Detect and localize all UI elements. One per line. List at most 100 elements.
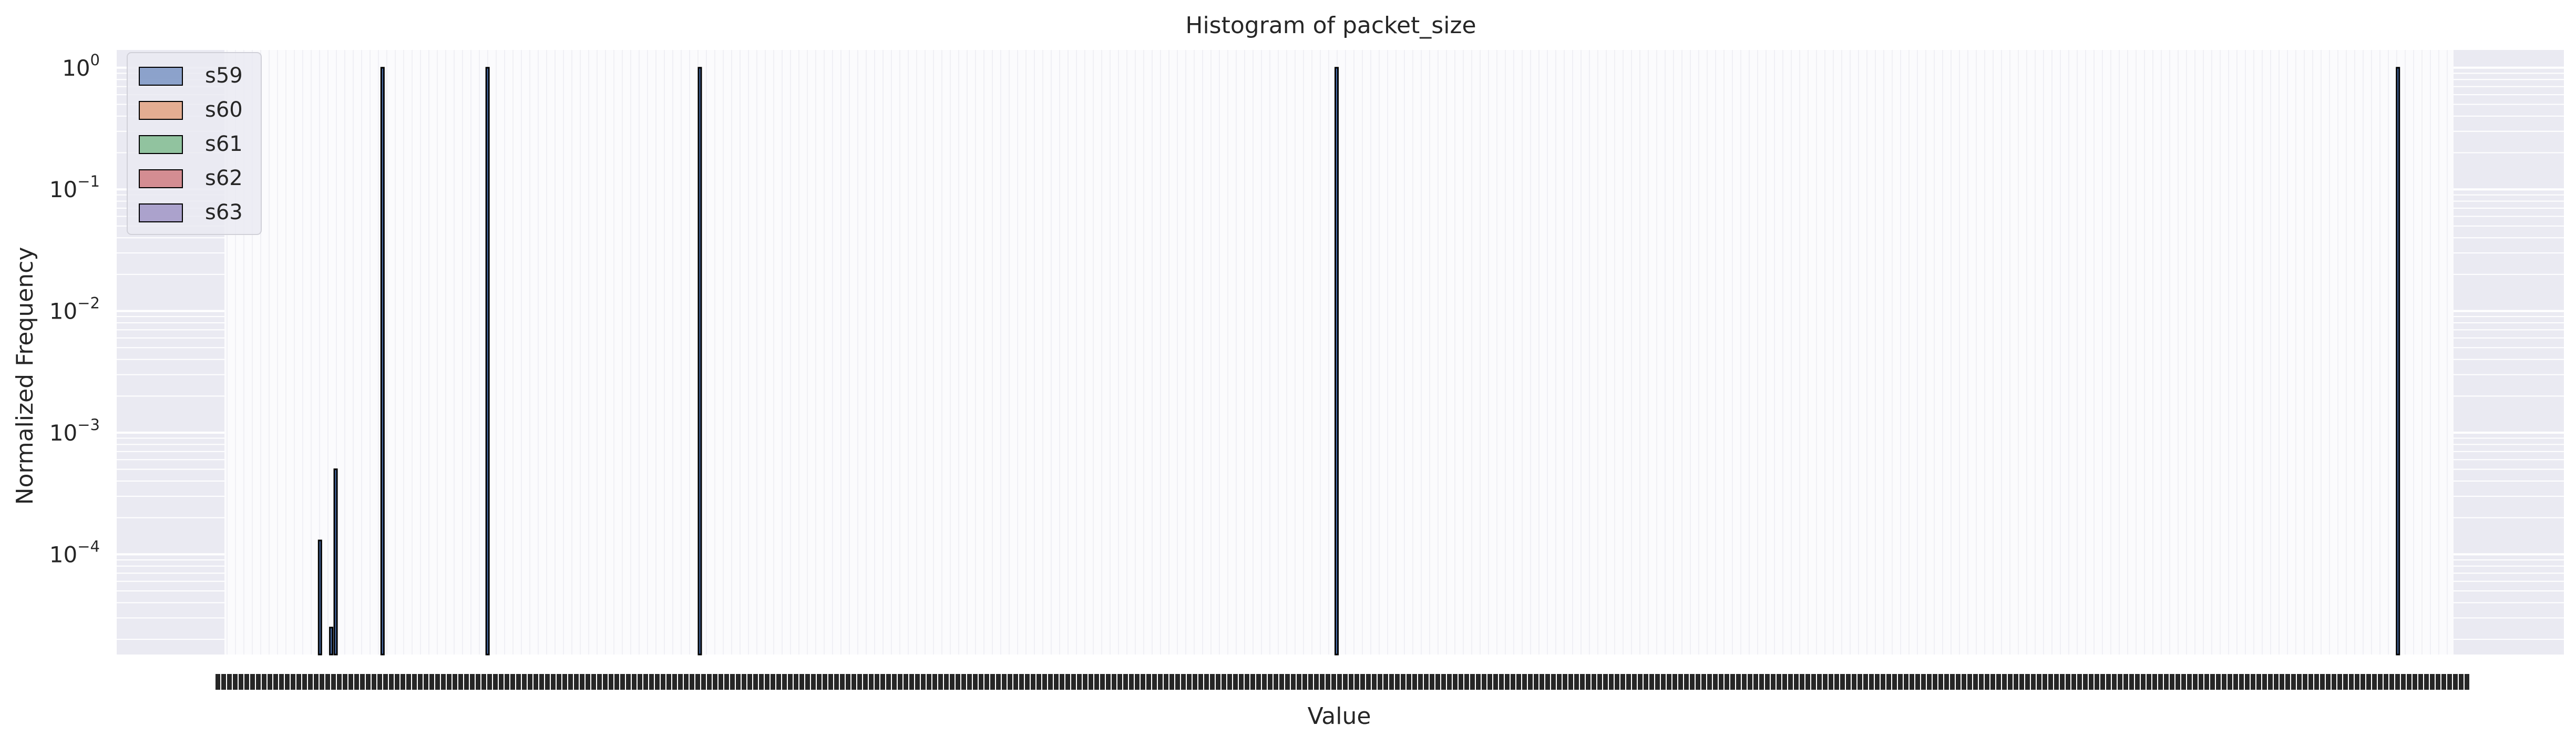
x-tick-label bbox=[2077, 674, 2082, 690]
x-tick-label bbox=[1146, 674, 1151, 690]
x-tick-label bbox=[1829, 674, 1833, 690]
x-tick-label bbox=[1696, 674, 1700, 690]
y-tick-label: 10−4 bbox=[49, 537, 100, 567]
x-tick-label bbox=[1158, 674, 1163, 690]
x-tick-label bbox=[2071, 674, 2076, 690]
x-tick-label bbox=[2424, 674, 2429, 690]
x-tick-label bbox=[990, 674, 995, 690]
x-tick-label bbox=[753, 674, 758, 690]
x-tick-label bbox=[1464, 674, 1469, 690]
y-axis-ticks: 100 10−1 10−2 10−3 10−4 bbox=[49, 51, 100, 568]
dense-vertical-grid bbox=[224, 50, 2454, 655]
x-tick-label bbox=[626, 674, 631, 690]
x-tick-label bbox=[1632, 674, 1637, 690]
x-tick-label bbox=[2008, 674, 2013, 690]
x-tick-label bbox=[1418, 674, 1423, 690]
x-tick-label bbox=[1071, 674, 1076, 690]
x-tick-label bbox=[1563, 674, 1567, 690]
x-tick-label bbox=[1401, 674, 1405, 690]
x-tick-label bbox=[1100, 674, 1105, 690]
x-tick-label bbox=[956, 674, 960, 690]
x-tick-label bbox=[1256, 674, 1261, 690]
x-tick-label bbox=[661, 674, 665, 690]
x-tick-label bbox=[695, 674, 700, 690]
x-tick-label bbox=[1123, 674, 1128, 690]
x-tick-label bbox=[406, 674, 411, 690]
x-tick-label bbox=[1239, 674, 1244, 690]
x-tick-label bbox=[476, 674, 480, 690]
x-tick-label bbox=[690, 674, 694, 690]
x-tick-label bbox=[1279, 674, 1284, 690]
x-tick-label bbox=[2256, 674, 2261, 690]
x-tick-label bbox=[1736, 674, 1741, 690]
y-axis-label: Normalized Frequency bbox=[12, 247, 38, 505]
x-tick-label bbox=[2280, 674, 2284, 690]
x-tick-label bbox=[1782, 674, 1787, 690]
y-tick-label: 10−3 bbox=[49, 416, 100, 446]
x-tick-label bbox=[1777, 674, 1781, 690]
x-tick-label bbox=[863, 674, 868, 690]
x-tick-label bbox=[244, 674, 249, 690]
x-tick-label bbox=[1765, 674, 1770, 690]
x-tick-label bbox=[568, 674, 573, 690]
x-tick-label bbox=[2135, 674, 2140, 690]
x-tick-label bbox=[1892, 674, 1897, 690]
x-tick-label bbox=[325, 674, 330, 690]
x-tick-label bbox=[655, 674, 660, 690]
x-tick-label bbox=[1331, 674, 1336, 690]
x-tick-label bbox=[2395, 674, 2400, 690]
x-tick-label bbox=[1753, 674, 1758, 690]
x-tick-label bbox=[2193, 674, 2198, 690]
x-tick-label bbox=[1852, 674, 1856, 690]
x-tick-label bbox=[1262, 674, 1267, 690]
x-tick-label bbox=[1210, 674, 1215, 690]
x-tick-label bbox=[533, 674, 538, 690]
x-tick-label bbox=[672, 674, 677, 690]
x-tick-label bbox=[337, 674, 342, 690]
x-tick-label bbox=[2262, 674, 2267, 690]
x-tick-label bbox=[2170, 674, 2174, 690]
x-tick-label bbox=[1950, 674, 1955, 690]
x-tick-label bbox=[1077, 674, 1082, 690]
x-tick-label bbox=[1574, 674, 1579, 690]
x-tick-label bbox=[597, 674, 602, 690]
x-tick-label bbox=[395, 674, 399, 690]
x-tick-label bbox=[1060, 674, 1064, 690]
x-tick-label bbox=[1788, 674, 1793, 690]
x-tick-label bbox=[2453, 674, 2458, 690]
x-tick-label bbox=[840, 674, 845, 690]
x-tick-label bbox=[372, 674, 376, 690]
x-tick-label bbox=[1002, 674, 1007, 690]
x-tick-label bbox=[1771, 674, 1776, 690]
x-tick-label bbox=[1551, 674, 1556, 690]
x-tick-label bbox=[447, 674, 451, 690]
x-tick-label bbox=[435, 674, 440, 690]
x-tick-label bbox=[2228, 674, 2232, 690]
x-tick-label bbox=[366, 674, 371, 690]
x-tick-label bbox=[2459, 674, 2464, 690]
x-tick-label bbox=[360, 674, 365, 690]
x-tick-label bbox=[1823, 674, 1828, 690]
x-tick-label bbox=[1008, 674, 1012, 690]
x-tick-label bbox=[973, 674, 978, 690]
x-tick-label bbox=[1112, 674, 1116, 690]
x-tick-label bbox=[1487, 674, 1492, 690]
x-tick-label bbox=[1025, 674, 1030, 690]
x-tick-label bbox=[2285, 674, 2290, 690]
x-tick-label bbox=[1979, 674, 1984, 690]
x-tick-label bbox=[1690, 674, 1695, 690]
legend-label: s61 bbox=[205, 132, 243, 156]
x-tick-label bbox=[1863, 674, 1868, 690]
x-tick-label bbox=[1742, 674, 1747, 690]
x-tick-label bbox=[1274, 674, 1278, 690]
x-tick-label bbox=[701, 674, 706, 690]
x-tick-label bbox=[1626, 674, 1631, 690]
x-tick-label bbox=[811, 674, 816, 690]
x-tick-label bbox=[453, 674, 457, 690]
x-tick-label bbox=[343, 674, 347, 690]
x-tick-label bbox=[1811, 674, 1816, 690]
x-tick-label bbox=[759, 674, 764, 690]
y-tick-label: 10−2 bbox=[49, 294, 100, 324]
x-tick-label bbox=[1678, 674, 1683, 690]
x-tick-label bbox=[2204, 674, 2209, 690]
